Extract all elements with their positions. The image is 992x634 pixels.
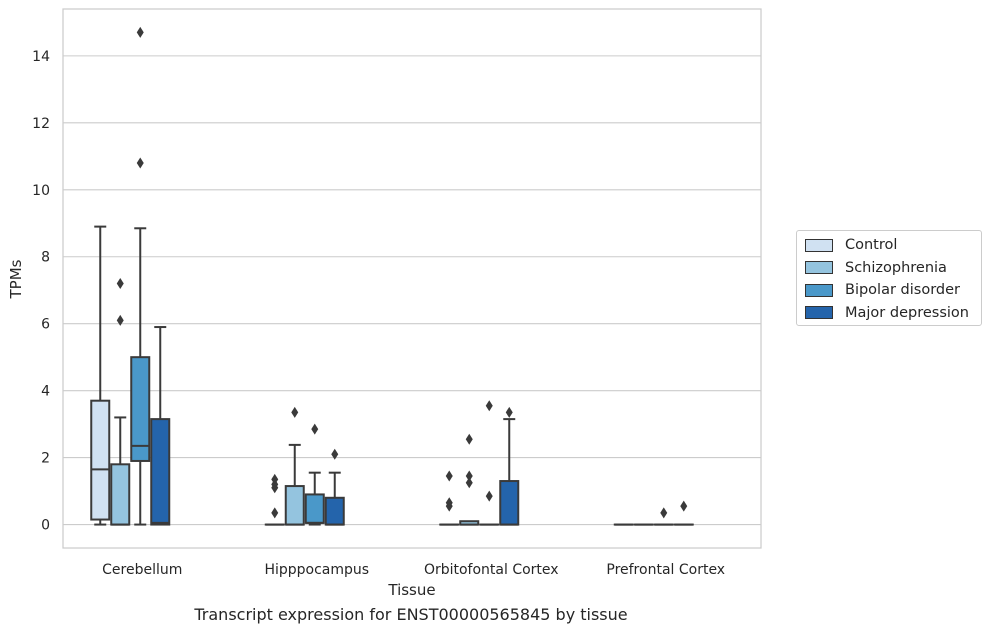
outlier-point xyxy=(445,497,453,509)
outlier-point xyxy=(331,448,339,460)
box-bipolar-disorder xyxy=(130,26,151,526)
outlier-point xyxy=(271,507,279,519)
y-tick-label: 4 xyxy=(41,384,50,400)
y-tick-label: 8 xyxy=(41,250,50,266)
legend-swatch xyxy=(805,238,833,252)
legend-item: Bipolar disorder xyxy=(805,280,960,300)
y-tick-label: 10 xyxy=(32,183,50,199)
outlier-point xyxy=(465,470,473,482)
box-schizophrenia xyxy=(284,406,305,526)
outlier-point xyxy=(680,500,688,512)
box-body xyxy=(90,399,111,521)
box-major-depression xyxy=(150,326,171,526)
box-bipolar-disorder xyxy=(304,423,325,526)
y-tick-label: 2 xyxy=(41,451,50,467)
x-tick-label: Orbitofontal Cortex xyxy=(424,562,559,578)
outlier-point xyxy=(465,433,473,445)
legend-label: Control xyxy=(845,237,898,253)
box-body xyxy=(130,356,151,462)
legend-item: Control xyxy=(805,235,897,255)
outlier-point xyxy=(485,490,493,502)
y-tick-labels: 0 2 4 6 8 10 12 14 xyxy=(32,49,50,534)
category-group xyxy=(264,406,345,526)
outlier-point xyxy=(485,400,493,412)
x-tick-label: Prefrontal Cortex xyxy=(606,562,725,578)
category-group xyxy=(90,26,171,526)
box-bipolar-disorder xyxy=(653,507,674,526)
outlier-point xyxy=(465,477,473,489)
legend-swatch xyxy=(805,306,833,319)
y-tick-label: 12 xyxy=(32,116,50,132)
box-control xyxy=(90,225,111,526)
box-body xyxy=(284,485,305,526)
legend-item: Schizophrenia xyxy=(805,258,947,278)
y-tick-label: 14 xyxy=(32,49,50,65)
legend-label: Schizophrenia xyxy=(845,259,947,276)
outlier-point xyxy=(660,507,668,519)
box-body xyxy=(150,418,171,526)
outlier-point xyxy=(445,470,453,482)
box-schizophrenia xyxy=(110,278,131,526)
x-axis-label: Tissue xyxy=(387,581,435,599)
plot-area xyxy=(62,8,762,549)
legend-label: Major depression xyxy=(845,304,969,321)
box-body xyxy=(499,480,520,526)
y-axis-label: TPMs xyxy=(7,259,25,299)
legend-swatch xyxy=(805,283,833,297)
x-tick-label: Cerebellum xyxy=(102,562,182,578)
y-tick-label: 6 xyxy=(41,317,50,333)
outlier-point xyxy=(116,314,124,326)
outlier-point xyxy=(311,423,319,435)
box-control xyxy=(439,470,460,526)
outlier-point xyxy=(136,157,144,169)
category-group xyxy=(439,400,520,526)
legend-label: Bipolar disorder xyxy=(845,282,960,298)
box-control xyxy=(264,473,285,526)
legend-item: Major depression xyxy=(805,303,969,323)
outlier-point xyxy=(116,278,124,290)
box-body xyxy=(304,493,325,524)
box-bipolar-disorder xyxy=(479,400,500,526)
outlier-point xyxy=(505,406,513,418)
chart-caption: Transcript expression for ENST0000056584… xyxy=(194,605,628,624)
category-group xyxy=(613,500,694,526)
box-major-depression xyxy=(324,448,345,526)
outlier-point xyxy=(291,406,299,418)
outlier-point xyxy=(271,473,279,485)
outlier-point xyxy=(136,26,144,38)
x-tick-label: Hipppocampus xyxy=(264,562,369,578)
box-major-depression xyxy=(673,500,694,526)
box-body xyxy=(110,463,131,526)
box-schizophrenia xyxy=(459,433,480,526)
legend: Control Schizophrenia Bipolar disorder Majo… xyxy=(796,230,982,326)
box-body xyxy=(324,496,345,526)
box-major-depression xyxy=(499,406,520,526)
y-tick-label: 0 xyxy=(41,518,50,534)
x-tick-labels: Cerebellum Hipppocampus Orbitofontal Corte… xyxy=(102,562,725,578)
box-groups xyxy=(90,26,694,526)
legend-swatch xyxy=(805,261,833,274)
